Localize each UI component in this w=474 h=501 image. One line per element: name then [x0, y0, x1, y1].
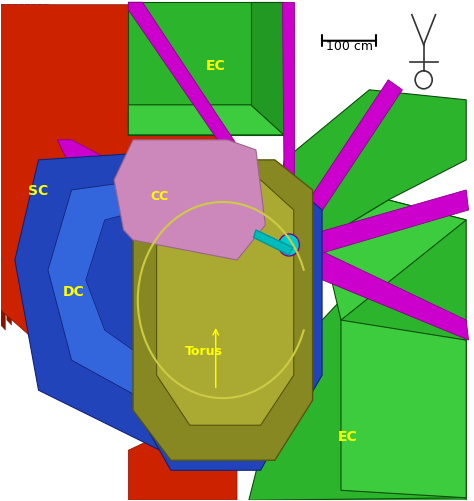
- Polygon shape: [341, 200, 466, 341]
- Polygon shape: [275, 91, 466, 240]
- Polygon shape: [249, 490, 466, 500]
- Polygon shape: [128, 3, 284, 136]
- Polygon shape: [289, 81, 402, 250]
- Polygon shape: [31, 6, 36, 306]
- Polygon shape: [86, 200, 284, 390]
- Text: SC: SC: [28, 183, 49, 197]
- Polygon shape: [292, 240, 469, 341]
- Polygon shape: [128, 3, 287, 230]
- Polygon shape: [13, 6, 18, 321]
- Polygon shape: [133, 160, 313, 460]
- Text: CC: CC: [150, 190, 168, 203]
- Text: 100 cm: 100 cm: [326, 40, 373, 53]
- Polygon shape: [15, 151, 322, 460]
- Text: Torus: Torus: [185, 344, 223, 357]
- Polygon shape: [341, 301, 466, 498]
- Polygon shape: [0, 6, 228, 360]
- Polygon shape: [249, 301, 466, 500]
- Text: EC: EC: [338, 429, 358, 443]
- Polygon shape: [25, 6, 30, 311]
- Polygon shape: [282, 3, 294, 230]
- Polygon shape: [254, 230, 293, 256]
- Polygon shape: [128, 430, 237, 500]
- Polygon shape: [37, 6, 42, 301]
- Polygon shape: [19, 6, 24, 316]
- Polygon shape: [156, 180, 294, 425]
- Polygon shape: [57, 141, 280, 250]
- Polygon shape: [322, 200, 466, 321]
- Polygon shape: [292, 190, 469, 261]
- Polygon shape: [114, 141, 265, 261]
- Polygon shape: [0, 6, 5, 331]
- Text: DC: DC: [63, 285, 85, 299]
- Polygon shape: [48, 175, 303, 425]
- Circle shape: [279, 234, 300, 257]
- Polygon shape: [143, 380, 294, 470]
- Polygon shape: [251, 3, 284, 136]
- Polygon shape: [44, 6, 48, 296]
- Polygon shape: [128, 106, 284, 136]
- Polygon shape: [7, 6, 11, 326]
- Text: EC: EC: [206, 59, 226, 73]
